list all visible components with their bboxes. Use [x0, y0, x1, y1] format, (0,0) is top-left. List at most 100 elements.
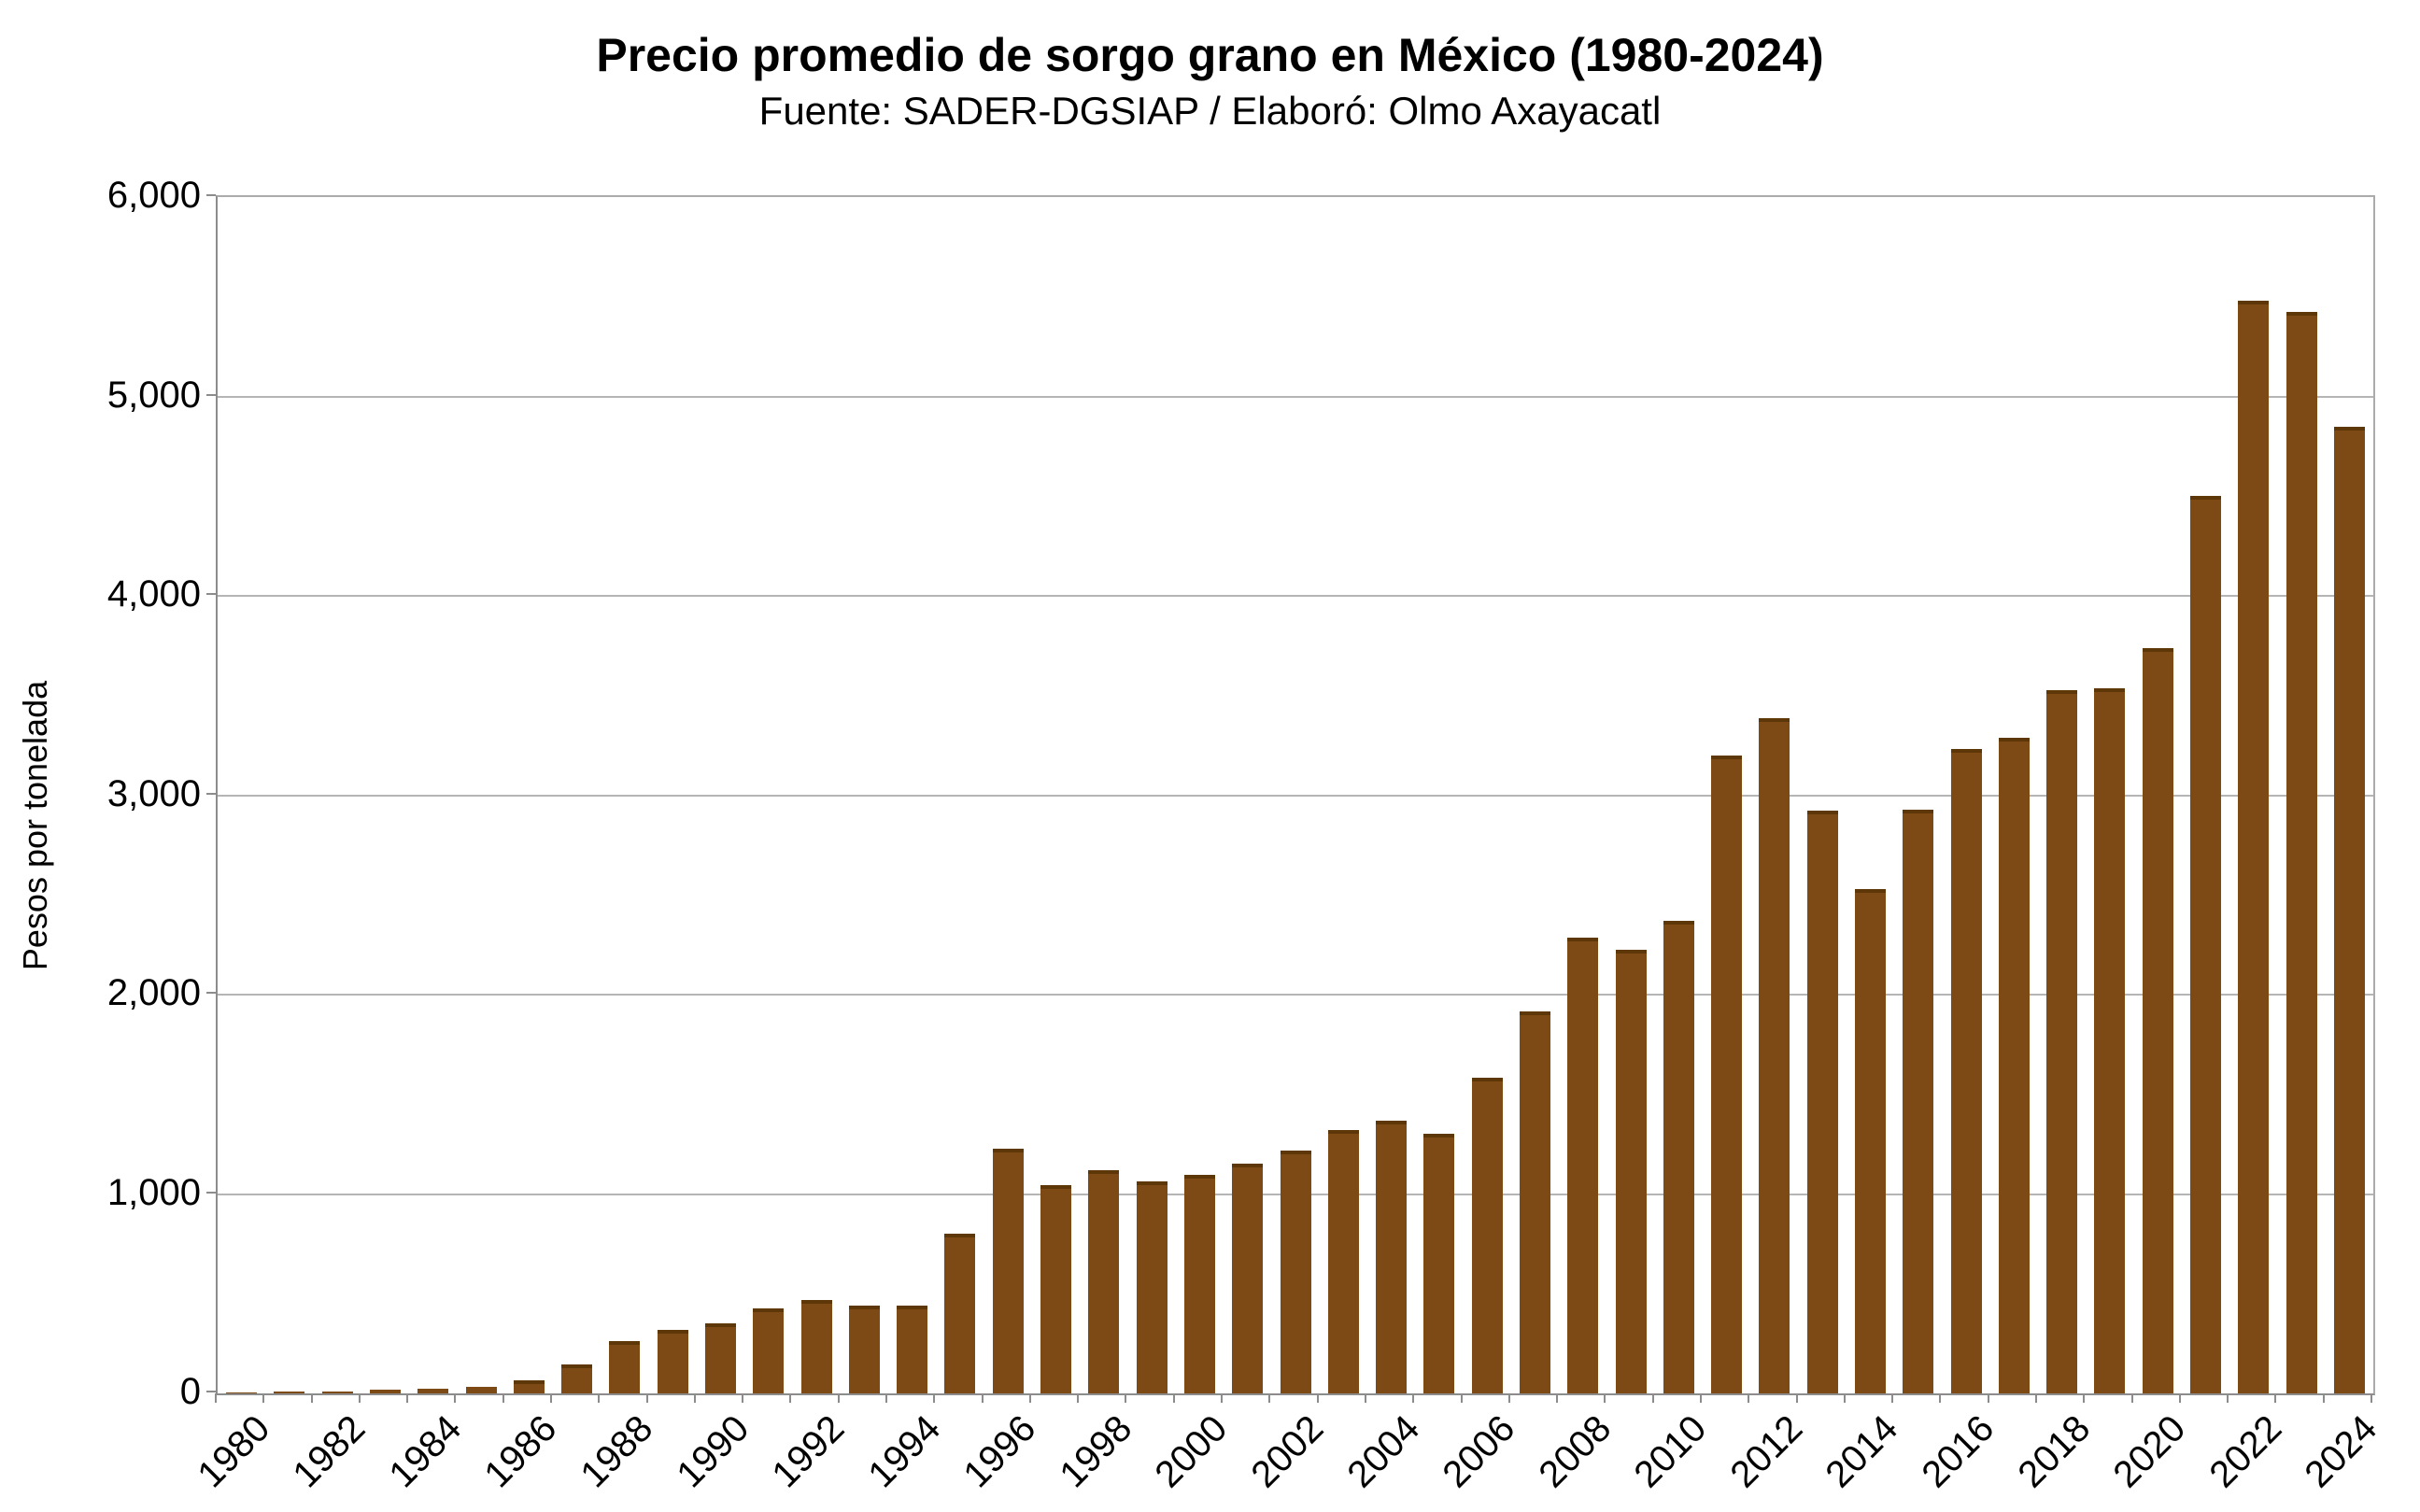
x-tick-28	[1556, 1393, 1559, 1403]
x-tick-14	[885, 1393, 888, 1403]
bar-1987	[561, 1364, 593, 1393]
y-tick-label-3000: 3,000	[106, 772, 201, 814]
x-tick-43	[2274, 1393, 2277, 1403]
y-tick-4000	[206, 593, 216, 595]
x-tick-22	[1268, 1393, 1271, 1403]
gridline-5000	[218, 395, 2373, 398]
x-tick-6	[502, 1393, 504, 1403]
x-tick-15	[933, 1393, 936, 1403]
x-tick-label-2022: 2022	[2201, 1407, 2290, 1496]
x-tick-41	[2178, 1393, 2181, 1403]
x-tick-label-1982: 1982	[285, 1407, 374, 1496]
x-tick-8	[598, 1393, 601, 1403]
bar-2008	[1567, 938, 1599, 1393]
plot-area	[216, 195, 2375, 1395]
bar-2007	[1519, 1011, 1550, 1393]
x-tick-label-2024: 2024	[2297, 1407, 2385, 1496]
x-tick-44	[2322, 1393, 2325, 1403]
y-tick-3000	[206, 792, 216, 795]
bar-2006	[1471, 1078, 1503, 1393]
bar-1985	[465, 1387, 497, 1393]
x-tick-label-2012: 2012	[1722, 1407, 1811, 1496]
y-tick-1000	[206, 1191, 216, 1194]
bar-1990	[705, 1323, 737, 1393]
x-tick-label-1994: 1994	[860, 1407, 949, 1496]
x-tick-10	[693, 1393, 696, 1403]
x-tick-label-2000: 2000	[1147, 1407, 1236, 1496]
x-tick-11	[742, 1393, 744, 1403]
bar-2014	[1854, 889, 1886, 1393]
y-tick-0	[206, 1391, 216, 1392]
x-tick-36	[1939, 1393, 1942, 1403]
bar-2001	[1232, 1164, 1264, 1393]
x-tick-32	[1748, 1393, 1750, 1403]
bar-1984	[417, 1389, 449, 1393]
x-tick-3	[358, 1393, 361, 1403]
x-tick-31	[1699, 1393, 1702, 1403]
bar-2017	[1998, 738, 2030, 1393]
x-tick-label-1984: 1984	[381, 1407, 470, 1496]
bar-2015	[1903, 810, 1934, 1393]
bar-1995	[944, 1234, 976, 1393]
x-tick-29	[1604, 1393, 1606, 1403]
x-tick-45	[2370, 1393, 2372, 1403]
x-tick-24	[1364, 1393, 1366, 1403]
bar-2003	[1327, 1130, 1359, 1393]
y-tick-2000	[206, 992, 216, 994]
bar-2018	[2046, 690, 2078, 1393]
bar-2010	[1663, 921, 1694, 1393]
y-tick-label-0: 0	[179, 1371, 201, 1412]
x-tick-label-1992: 1992	[764, 1407, 853, 1496]
x-tick-label-2004: 2004	[1338, 1407, 1427, 1496]
y-tick-label-2000: 2,000	[106, 972, 201, 1013]
x-tick-5	[454, 1393, 457, 1403]
x-tick-16	[981, 1393, 984, 1403]
x-tick-25	[1412, 1393, 1415, 1403]
bar-1991	[753, 1308, 785, 1393]
y-tick-label-5000: 5,000	[106, 374, 201, 416]
x-tick-38	[2034, 1393, 2037, 1403]
x-tick-33	[1795, 1393, 1798, 1403]
x-tick-18	[1077, 1393, 1080, 1403]
x-tick-label-1990: 1990	[668, 1407, 757, 1496]
x-tick-20	[1172, 1393, 1175, 1403]
y-tick-5000	[206, 393, 216, 396]
bar-1989	[657, 1330, 688, 1393]
x-tick-27	[1507, 1393, 1510, 1403]
bar-1998	[1088, 1170, 1120, 1393]
bar-2005	[1423, 1134, 1455, 1393]
gridline-2000	[218, 994, 2373, 996]
gridline-4000	[218, 595, 2373, 597]
bar-2011	[1711, 756, 1743, 1393]
bar-2021	[2189, 496, 2221, 1393]
y-tick-6000	[206, 194, 216, 196]
x-tick-30	[1651, 1393, 1654, 1403]
bar-1999	[1136, 1181, 1168, 1393]
bar-1988	[609, 1341, 641, 1393]
bar-2004	[1376, 1121, 1408, 1393]
bar-1982	[321, 1392, 353, 1393]
x-tick-0	[215, 1393, 217, 1403]
x-tick-label-2016: 2016	[1914, 1407, 2003, 1496]
x-tick-12	[789, 1393, 792, 1403]
x-tick-label-1986: 1986	[476, 1407, 565, 1496]
bar-2000	[1183, 1175, 1215, 1393]
x-tick-label-2008: 2008	[1531, 1407, 1620, 1496]
x-tick-label-1998: 1998	[1052, 1407, 1140, 1496]
bar-2019	[2094, 688, 2126, 1393]
bar-2013	[1806, 811, 1838, 1393]
bar-1994	[897, 1306, 928, 1393]
x-tick-35	[1891, 1393, 1894, 1403]
bar-2023	[2286, 312, 2317, 1393]
y-tick-label-1000: 1,000	[106, 1171, 201, 1213]
x-tick-2	[310, 1393, 313, 1403]
x-tick-26	[1460, 1393, 1463, 1403]
y-tick-label-4000: 4,000	[106, 573, 201, 615]
x-tick-label-2020: 2020	[2105, 1407, 2194, 1496]
x-tick-label-2002: 2002	[1243, 1407, 1332, 1496]
bar-2024	[2333, 427, 2365, 1393]
x-tick-1	[262, 1393, 265, 1403]
x-tick-label-2018: 2018	[2009, 1407, 2099, 1496]
x-tick-label-1980: 1980	[190, 1407, 278, 1496]
